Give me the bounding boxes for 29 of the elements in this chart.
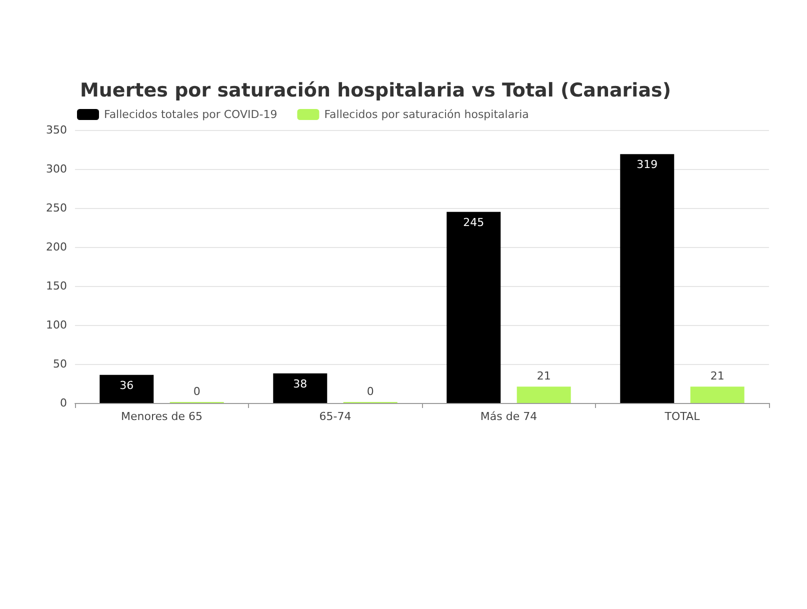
data-label: 21 <box>536 370 551 383</box>
x-tick-label: 65-74 <box>319 410 352 423</box>
bar <box>100 374 154 403</box>
x-tick-label: Menores de 65 <box>121 410 202 423</box>
y-tick-label: 100 <box>46 318 67 332</box>
legend-label: Fallecidos por saturación hospitalaria <box>324 108 529 121</box>
bar <box>516 386 571 403</box>
y-tick-label: 50 <box>53 358 67 370</box>
data-label: 38 <box>293 377 308 390</box>
data-label: 245 <box>463 216 484 229</box>
y-tick-label: 300 <box>46 162 67 176</box>
bar <box>620 154 674 403</box>
y-tick-label: 0 <box>60 396 67 410</box>
x-tick-label: Más de 74 <box>480 410 538 423</box>
y-tick-label: 150 <box>46 280 67 292</box>
x-tick-label: TOTAL <box>664 410 701 423</box>
legend-label: Fallecidos totales por COVID-19 <box>104 108 278 121</box>
data-label: 21 <box>710 370 724 383</box>
y-tick-label: 350 <box>46 124 67 136</box>
bar <box>446 212 501 403</box>
data-label: 0 <box>193 385 200 398</box>
y-tick-label: 200 <box>46 240 67 254</box>
data-label: 0 <box>366 385 374 398</box>
y-tick-label: 250 <box>46 202 67 214</box>
bar <box>690 386 744 403</box>
bar <box>273 373 328 403</box>
data-label: 36 <box>120 378 134 392</box>
data-label: 319 <box>636 158 658 172</box>
chart-title: Muertes por saturación hospitalaria vs Total (Canarias) <box>80 80 672 102</box>
